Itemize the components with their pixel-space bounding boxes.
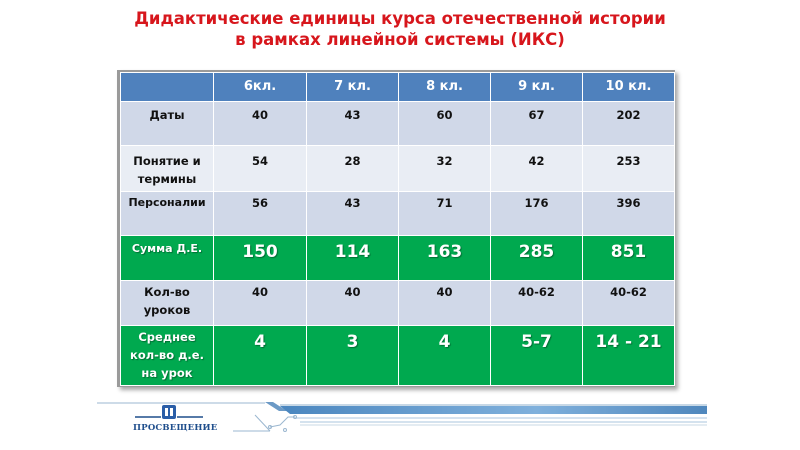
table-cell: 71 <box>398 191 491 236</box>
table-cell: 40-62 <box>490 280 583 326</box>
table-cell: 14 - 21 <box>582 325 675 386</box>
table-cell: 285 <box>490 235 583 281</box>
table-cell: 40-62 <box>582 280 675 326</box>
row-label: Даты <box>120 101 214 146</box>
header-cell: 6кл. <box>213 72 307 102</box>
row-label: Сумма Д.Е. <box>120 235 214 281</box>
table-cell: 396 <box>582 191 675 236</box>
table-cell: 40 <box>213 280 307 326</box>
table-cell: 150 <box>213 235 307 281</box>
table-cell: 253 <box>582 145 675 192</box>
table-cell: 5-7 <box>490 325 583 386</box>
table-row-average: Среднее кол-во д.е. на урок 4 3 4 5-7 14… <box>120 325 675 386</box>
table-cell: 28 <box>306 145 399 192</box>
table-cell: 114 <box>306 235 399 281</box>
publisher-logo-text: ПРОСВЕЩЕНИЕ <box>133 423 218 433</box>
table-cell: 851 <box>582 235 675 281</box>
footer-band: ПРОСВЕЩЕНИЕ <box>95 395 800 445</box>
table-cell: 43 <box>306 101 399 146</box>
table-cell: 67 <box>490 101 583 146</box>
table-cell: 202 <box>582 101 675 146</box>
table-cell: 56 <box>213 191 307 236</box>
row-label: Среднее кол-во д.е. на урок <box>120 325 214 386</box>
header-cell: 9 кл. <box>490 72 583 102</box>
header-cell <box>120 72 214 102</box>
row-label: Кол-во уроков <box>120 280 214 326</box>
table-cell: 40 <box>306 280 399 326</box>
table-frame: 6кл. 7 кл. 8 кл. 9 кл. 10 кл. Даты 40 43… <box>117 70 675 387</box>
row-label: Понятие и термины <box>120 145 214 192</box>
table-row-sum: Сумма Д.Е. 150 114 163 285 851 <box>120 235 675 281</box>
table-header-row: 6кл. 7 кл. 8 кл. 9 кл. 10 кл. <box>120 72 675 102</box>
decorative-stripes-icon <box>97 402 707 432</box>
table-cell: 32 <box>398 145 491 192</box>
table-row: Кол-во уроков 40 40 40 40-62 40-62 <box>120 280 675 326</box>
table-cell: 176 <box>490 191 583 236</box>
row-label: Персоналии <box>120 191 214 236</box>
header-cell: 10 кл. <box>582 72 675 102</box>
table-row: Даты 40 43 60 67 202 <box>120 101 675 146</box>
title-line-2: в рамках линейной системы (ИКС) <box>235 30 565 49</box>
header-cell: 8 кл. <box>398 72 491 102</box>
table-cell: 4 <box>213 325 307 386</box>
didactic-units-table: 6кл. 7 кл. 8 кл. 9 кл. 10 кл. Даты 40 43… <box>120 72 675 386</box>
table-cell: 54 <box>213 145 307 192</box>
slide-title: Дидактические единицы курса отечественно… <box>0 8 800 50</box>
table-row: Персоналии 56 43 71 176 396 <box>120 191 675 236</box>
table-cell: 40 <box>213 101 307 146</box>
table-cell: 42 <box>490 145 583 192</box>
table-row: Понятие и термины 54 28 32 42 253 <box>120 145 675 192</box>
table-cell: 4 <box>398 325 491 386</box>
table-cell: 163 <box>398 235 491 281</box>
table-cell: 43 <box>306 191 399 236</box>
table-cell: 3 <box>306 325 399 386</box>
table-cell: 60 <box>398 101 491 146</box>
header-cell: 7 кл. <box>306 72 399 102</box>
title-line-1: Дидактические единицы курса отечественно… <box>134 9 666 28</box>
table-cell: 40 <box>398 280 491 326</box>
